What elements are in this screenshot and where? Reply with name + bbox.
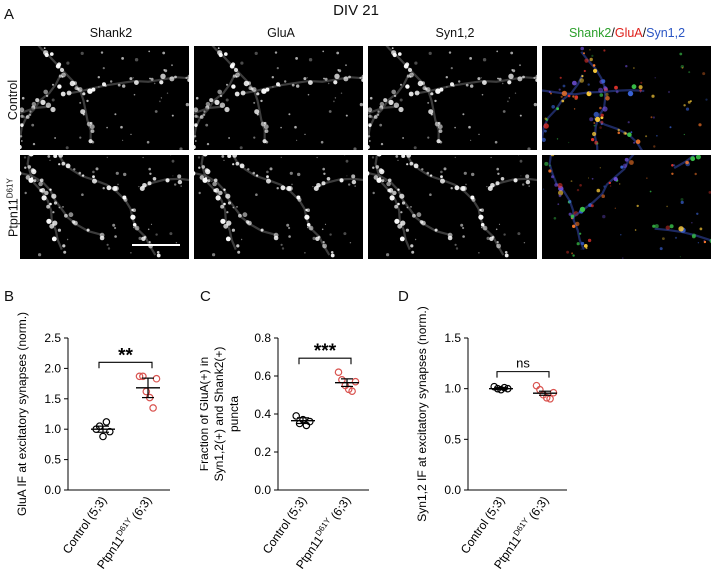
y-axis-label: GluA IF at excitatory synapses (norm.) [15, 312, 29, 516]
y-tick-label: 0.0 [44, 483, 61, 497]
column-label-syn: Syn1,2 [435, 26, 475, 40]
merge-label-glua: GluA [614, 26, 643, 40]
data-point [135, 372, 144, 381]
micrograph-ptpn11-merge [542, 155, 711, 259]
data-point [152, 374, 161, 383]
data-point [334, 368, 343, 377]
micrograph-control-syn [368, 46, 537, 150]
y-tick-label: 1.0 [444, 382, 461, 396]
merge-label-sep2: / [642, 26, 647, 40]
merge-label-syn: Syn1,2 [646, 26, 686, 40]
micrograph-control-merge [542, 46, 711, 150]
significance-bracket [298, 357, 352, 365]
y-tick-label: 0.6 [254, 369, 271, 383]
panel-letter-a: A [4, 6, 15, 23]
row-label-ptpn11-sup: D61Y [5, 178, 15, 199]
column-label-glua: GluA [267, 26, 295, 40]
panel-letter-d: D [398, 288, 409, 305]
data-point [532, 381, 541, 390]
row-label-ptpn11-base: Ptpn11 [6, 198, 21, 237]
data-point [542, 393, 551, 402]
figure-title: DIV 21 [333, 2, 379, 19]
micrograph-ptpn11-shank2 [20, 155, 189, 259]
panel-letter-b: B [4, 288, 15, 305]
scale-bar [132, 244, 180, 246]
column-label-merge: Shank2/GluA/Syn1,2 [542, 26, 712, 40]
data-point [149, 404, 157, 412]
row-label-ptpn11: Ptpn11D61Y [5, 158, 20, 258]
data-point [139, 372, 147, 381]
micrograph-control-shank2 [20, 46, 189, 150]
micrograph-ptpn11-syn [368, 155, 537, 259]
x-tick-label: Control (5;3) [458, 494, 508, 557]
data-point [102, 418, 111, 426]
y-axis-label: Syn1,2 IF at excitatory synapses (norm.) [415, 306, 429, 521]
y-tick-label: 2.0 [44, 361, 61, 375]
panel-letter-c: C [200, 288, 211, 305]
data-point [351, 377, 360, 386]
chart-c: 0.0 0.2 0.4 0.6 0.8 Fraction of GluA(+) in Syn… [200, 331, 369, 572]
data-point [106, 427, 114, 436]
micrograph-control-glua [194, 46, 363, 150]
x-tick-label: Control (5;3) [260, 494, 310, 557]
merge-label-shank2: Shank2 [568, 26, 612, 40]
merge-label-sep1: / [611, 26, 615, 40]
y-tick-label: 2.5 [44, 331, 61, 345]
significance-label: *** [314, 341, 337, 362]
significance-bracket [496, 371, 550, 378]
y-tick-label: 0.4 [254, 407, 271, 421]
y-tick-label: 0.0 [254, 483, 271, 497]
y-tick-label: 0.8 [254, 331, 271, 345]
chart-d: 0.0 0.5 1.0 1.5 Syn1,2 IF at excitatory syna… [415, 306, 567, 572]
y-axis-label-line: puncta [227, 396, 241, 432]
x-tick-label: Control (5;3) [60, 494, 110, 557]
data-point [348, 387, 356, 396]
y-tick-label: 0.0 [444, 483, 461, 497]
significance-label: ** [118, 345, 133, 366]
micrograph-ptpn11-glua [194, 155, 363, 259]
y-tick-label: 0.5 [44, 453, 61, 467]
column-label-shank2: Shank2 [89, 26, 133, 40]
data-point [99, 432, 107, 441]
y-axis-label-line: Fraction of GluA(+) in [200, 357, 211, 471]
y-tick-label: 1.5 [44, 392, 61, 406]
significance-label: ns [516, 356, 530, 371]
y-tick-label: 1.5 [444, 331, 461, 345]
significance-bracket [98, 361, 153, 369]
y-tick-label: 0.5 [444, 432, 461, 446]
row-label-control: Control [6, 79, 20, 121]
data-point [306, 417, 314, 426]
y-tick-label: 1.0 [44, 422, 61, 436]
chart-b: 0.0 0.5 1.0 1.5 2.0 2.5 GluA IF at excitatory … [15, 312, 170, 572]
data-point [292, 412, 301, 420]
y-axis-label-line: Syn1,2(+) and Shank2(+) [212, 347, 226, 482]
y-tick-label: 0.2 [254, 445, 271, 459]
